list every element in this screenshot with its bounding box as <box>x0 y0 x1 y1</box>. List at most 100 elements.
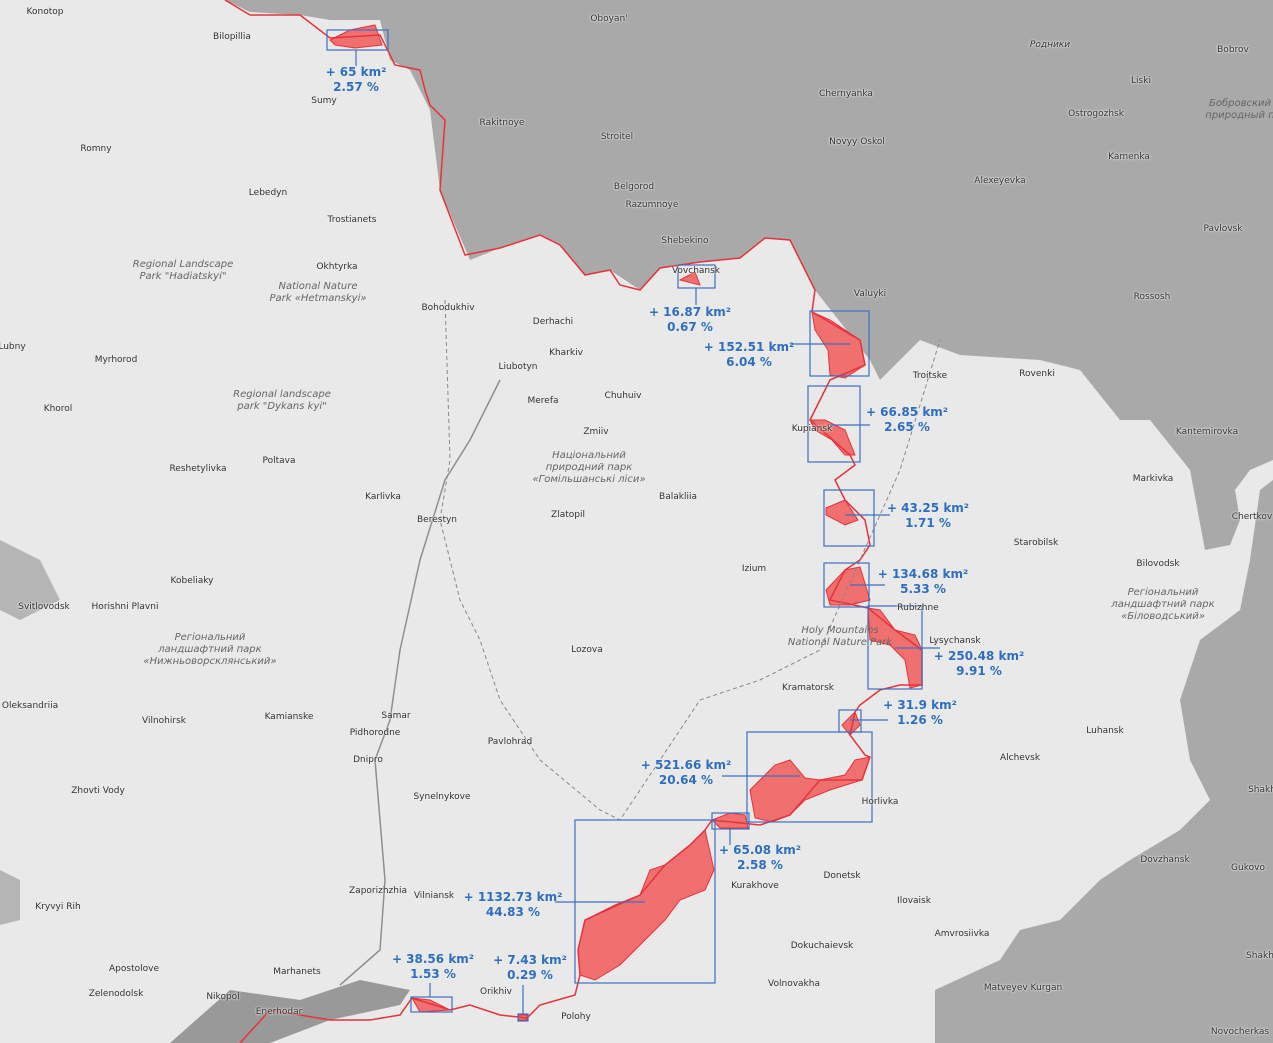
city-label: Lebedyn <box>248 188 288 198</box>
west-dark-area <box>0 870 20 925</box>
city-label: Bohodukhiv <box>421 303 475 313</box>
city-label: Vovchansk <box>671 266 721 276</box>
city-label: Reshetylivka <box>169 464 227 474</box>
city-label: Dokuchaievsk <box>790 941 854 951</box>
gain-area: + 38.56 km² <box>391 952 475 966</box>
annotation-boxes <box>326 29 940 1022</box>
moldova-area <box>0 540 60 620</box>
gain-annotation: + 152.51 km² 6.04 % <box>704 340 794 370</box>
city-label: Zaporizhzhia <box>349 886 407 896</box>
city-label: Kantemirovka <box>1175 427 1239 437</box>
city-label: Okhtyrka <box>316 262 358 272</box>
gain-area: + 250.48 km² <box>933 649 1025 663</box>
city-label: Chertkov <box>1231 512 1273 522</box>
city-label: Merefa <box>527 396 559 406</box>
city-label: Starobilsk <box>1013 538 1059 548</box>
gain-percent: 2.58 % <box>737 858 783 872</box>
city-label: Bilopillia <box>213 32 251 42</box>
city-label: Derhachi <box>532 317 574 327</box>
city-label: Kharkiv <box>549 348 583 358</box>
city-label: Konotop <box>26 7 64 17</box>
gain-area: + 152.51 km² <box>703 340 795 354</box>
russia-territory-southeast <box>935 480 1273 1043</box>
gain-area: + 1132.73 km² <box>463 890 563 904</box>
oblast-border <box>439 299 941 821</box>
gain-percent: 6.04 % <box>726 355 772 369</box>
city-label: Rovenki <box>1019 369 1055 379</box>
city-label: Rossosh <box>1133 292 1171 302</box>
city-label: Novocherkas <box>1210 1027 1270 1037</box>
city-label: Polohy <box>561 1012 591 1022</box>
gain-area: + 7.43 km² <box>493 953 567 967</box>
russia-territory <box>225 0 1273 550</box>
city-label: Poltava <box>262 456 296 466</box>
city-label: Lysychansk <box>929 636 981 646</box>
city-label: Kurakhove <box>731 881 779 891</box>
gain-area: + 521.66 km² <box>640 758 732 772</box>
city-label: Rakitnoye <box>479 118 525 128</box>
city-label: Zlatopil <box>551 510 585 520</box>
city-label: Lubny <box>0 342 26 352</box>
city-label: Vilniansk <box>413 891 455 901</box>
city-label: Oleksandriia <box>1 701 59 711</box>
city-label: Romny <box>80 144 112 154</box>
city-label: Kobeliaky <box>170 576 214 586</box>
gain-percent: 2.65 % <box>884 420 930 434</box>
gain-percent: 0.29 % <box>507 968 553 982</box>
city-label: Родники <box>1029 40 1071 50</box>
park-label: National Nature Park «Hetmanskyi» <box>269 281 367 304</box>
gain-annotation: + 38.56 km² 1.53 % <box>392 952 474 982</box>
gain-percent: 1.26 % <box>897 713 943 727</box>
gain-annotation: + 66.85 km² 2.65 % <box>866 405 948 435</box>
city-label: Khorol <box>43 404 73 414</box>
city-label: Shakh <box>1246 951 1273 961</box>
city-label: Synelnykove <box>413 792 471 802</box>
city-label: Chuhuiv <box>604 391 642 401</box>
city-label: Myrhorod <box>94 355 138 365</box>
city-label: Vilnohirsk <box>142 716 186 726</box>
city-label: Oboyan' <box>590 14 628 24</box>
city-label: Belgorod <box>613 182 655 192</box>
city-label: Trostianets <box>327 215 377 225</box>
gain-area: + 65 km² <box>325 65 387 79</box>
gain-annotation: + 31.9 km² 1.26 % <box>883 698 957 728</box>
city-label: Sumy <box>311 96 337 106</box>
gain-annotation: + 134.68 km² 5.33 % <box>878 567 968 597</box>
river <box>339 379 501 986</box>
gain-area: + 43.25 km² <box>886 501 970 515</box>
city-label: Matveyev Kurgan <box>983 983 1063 993</box>
city-label: Ostrogozhsk <box>1068 109 1124 119</box>
city-label: Pidhorodne <box>349 728 401 738</box>
gain-area: + 31.9 km² <box>883 698 957 712</box>
city-label: Donetsk <box>823 871 861 881</box>
city-label: Ilovaisk <box>897 896 931 906</box>
park-label: Holy Mountains National Nature Park <box>787 625 893 648</box>
city-label: Razumnoye <box>625 200 679 210</box>
city-label: Kamianske <box>264 712 314 722</box>
city-label: Kamenka <box>1108 152 1150 162</box>
gain-annotation: + 521.66 km² 20.64 % <box>641 758 731 788</box>
city-label: Svitlovodsk <box>18 602 70 612</box>
gain-percent: 5.33 % <box>900 582 946 596</box>
city-label: Alchevsk <box>999 753 1041 763</box>
city-label: Markivka <box>1132 474 1174 484</box>
city-label: Liski <box>1131 76 1151 86</box>
city-label: Orikhiv <box>479 987 513 997</box>
city-label: Enerhodar <box>255 1007 303 1017</box>
gain-percent: 20.64 % <box>658 773 714 787</box>
city-label: Gukovo <box>1231 863 1265 873</box>
city-label: Stroitel <box>600 132 634 142</box>
city-label: Horishni Plavni <box>91 602 159 612</box>
city-label: Troitske <box>912 371 948 381</box>
front-line <box>224 0 923 1043</box>
city-label: Zhovti Vody <box>71 786 125 796</box>
city-label: Zelenodolsk <box>88 989 144 999</box>
park-label: Бобровский природный п <box>1205 98 1273 121</box>
city-label: Liubotyn <box>498 362 538 372</box>
gain-annotation: + 1132.73 km² 44.83 % <box>464 890 563 920</box>
gain-annotation: + 16.87 km² 0.67 % <box>649 305 731 335</box>
gain-percent: 9.91 % <box>956 664 1002 678</box>
city-label: Pavlohrad <box>487 737 533 747</box>
